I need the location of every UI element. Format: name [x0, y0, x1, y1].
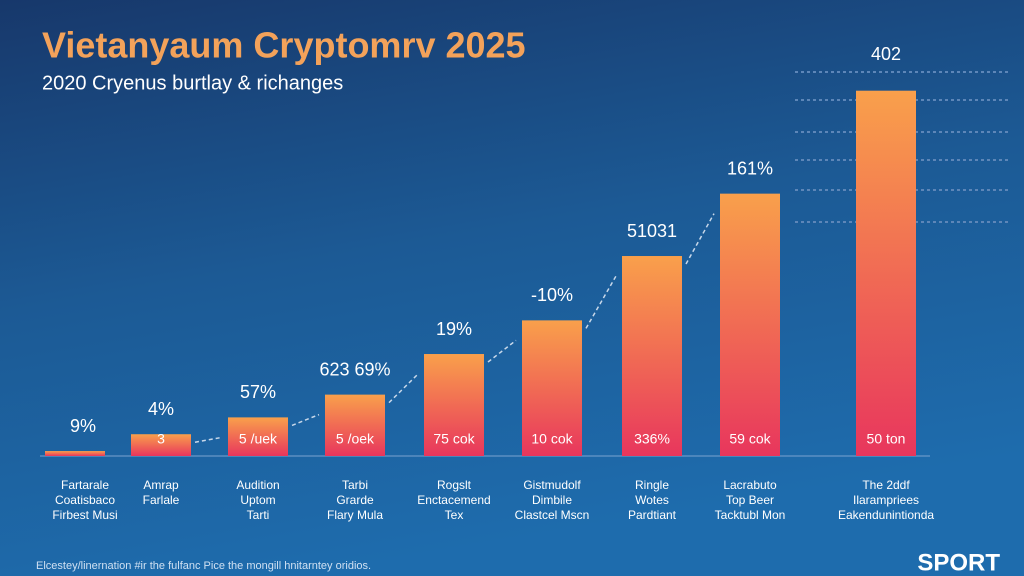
annotation: 4% [148, 399, 174, 419]
x-tick-label-line: Tex [445, 508, 464, 522]
x-tick-label-line: Firbest Musi [52, 508, 117, 522]
bar-label: 5 /uek [239, 431, 278, 447]
x-tick-label-line: Tacktubl Mon [715, 508, 786, 522]
x-tick-label-line: Coatisbaco [55, 493, 115, 507]
x-tick-label-line: Lacrabuto [723, 478, 777, 492]
x-tick-label-line: Enctacemend [417, 493, 490, 507]
x-tick-label: Rogslt Enctacemend Tex [417, 478, 490, 522]
decor-arrow [291, 413, 320, 427]
x-tick-label: Audition Uptom Tarti [236, 478, 279, 522]
x-tick-label: Ringle Wotes Pardtiant [628, 478, 677, 522]
annotation: -10% [531, 285, 573, 305]
bar-label: 10 cok [531, 431, 573, 447]
x-tick-label-line: Grarde [336, 493, 374, 507]
x-tick-label: Amrap Farlale [143, 478, 180, 507]
chart-subtitle: 2020 Cryenus burtlay & richanges [42, 72, 343, 94]
bar [720, 193, 780, 456]
x-tick-label-line: Rogslt [437, 478, 472, 492]
x-tick-label: Fartarale Coatisbaco Firbest Musi [52, 478, 117, 522]
annotation: 19% [436, 319, 472, 339]
bar [856, 90, 916, 456]
x-tick-label-line: Ringle [635, 478, 669, 492]
annotation: 161% [727, 158, 773, 178]
x-tick-label-line: Gistmudolf [523, 478, 581, 492]
x-tick-label-line: Audition [236, 478, 279, 492]
annotation: 57% [240, 382, 276, 402]
logo: SPORT [917, 549, 1000, 576]
bar [325, 394, 385, 456]
annotation: 51031 [627, 221, 677, 241]
x-tick-label: Gistmudolf Dimbile Clastcel Mscn [515, 478, 590, 522]
x-tick-label-line: Eakendunintionda [838, 508, 934, 522]
x-tick-label-line: Flary Mula [327, 508, 383, 522]
x-tick-label-line: Pardtiant [628, 508, 677, 522]
decor-arrow [194, 436, 223, 443]
bar-label: 5 /oek [336, 431, 375, 447]
bar [622, 256, 682, 456]
annotation: 402 [871, 44, 901, 64]
x-tick-label-line: Dimbile [532, 493, 572, 507]
bar [131, 434, 191, 456]
x-tick-label-line: Wotes [635, 493, 669, 507]
x-tick-label-line: Uptom [240, 493, 275, 507]
x-tick-label-line: Farlale [143, 493, 180, 507]
bar [522, 320, 582, 456]
bar-label: 59 cok [729, 431, 771, 447]
decor-arrow [487, 339, 517, 363]
x-tick-label-line: Top Beer [726, 493, 774, 507]
x-tick-label-line: The 2ddf [862, 478, 910, 492]
bar-label: 75 cok [433, 431, 475, 447]
bar-label: 3 [157, 431, 165, 447]
bar-label: 50 ton [867, 431, 906, 447]
x-tick-label-line: Amrap [143, 478, 179, 492]
x-tick-label: The 2ddf Ilarampriees Eakendunintionda [838, 478, 934, 522]
x-tick-label-line: Clastcel Mscn [515, 508, 590, 522]
x-tick-label: Tarbi Grarde Flary Mula [327, 478, 383, 522]
decor-arrow [685, 213, 715, 265]
annotation: 9% [70, 416, 96, 436]
bar [424, 354, 484, 456]
x-tick-label-line: Fartarale [61, 478, 109, 492]
x-tick-label: Lacrabuto Top Beer Tacktubl Mon [715, 478, 786, 522]
bar-label: 336% [634, 431, 670, 447]
x-tick-label-line: Tarbi [342, 478, 368, 492]
chart-title: Vietanyaum Cryptomrv 2025 [42, 25, 526, 66]
decor-arrow [585, 275, 617, 329]
annotation: 623 69% [319, 359, 390, 379]
bar [228, 417, 288, 456]
footer: Elcestey/linernation #ir the fulfanc Pic… [36, 560, 371, 572]
x-tick-label-line: Tarti [247, 508, 270, 522]
bar [45, 451, 105, 456]
x-tick-label-line: Ilarampriees [853, 493, 919, 507]
